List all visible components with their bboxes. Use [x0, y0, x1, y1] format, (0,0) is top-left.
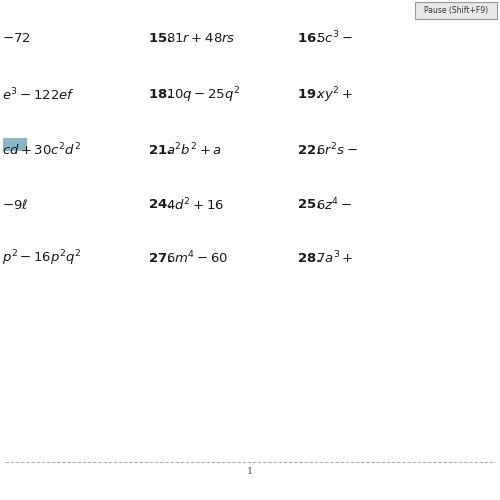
Text: $-72$: $-72$	[2, 32, 31, 44]
Text: $e^{3} - 122ef$: $e^{3} - 122ef$	[2, 86, 76, 104]
Text: $6z^{4} -$: $6z^{4} -$	[316, 196, 353, 214]
FancyBboxPatch shape	[415, 2, 497, 19]
Text: $\mathbf{15.}$: $\mathbf{15.}$	[148, 32, 172, 44]
Text: $xy^{2} +$: $xy^{2} +$	[316, 85, 354, 105]
Text: $-9\ell$: $-9\ell$	[2, 198, 29, 212]
Text: $a^{2}b^{2} + a$: $a^{2}b^{2} + a$	[166, 142, 222, 158]
Text: $6m^{4} - 60$: $6m^{4} - 60$	[166, 250, 229, 266]
Text: Pause (Shift+F9): Pause (Shift+F9)	[424, 6, 488, 15]
Text: $cd + 30c^{2}d^{2}$: $cd + 30c^{2}d^{2}$	[2, 142, 82, 158]
Text: $\mathbf{16.}$: $\mathbf{16.}$	[298, 32, 322, 44]
Text: $\mathbf{24.}$: $\mathbf{24.}$	[148, 198, 172, 211]
Text: $10q - 25q^{2}$: $10q - 25q^{2}$	[166, 85, 241, 105]
Text: $6r^{2}s -$: $6r^{2}s -$	[316, 142, 358, 158]
Text: 1: 1	[247, 468, 253, 476]
Text: $\mathbf{18.}$: $\mathbf{18.}$	[148, 88, 172, 102]
FancyBboxPatch shape	[2, 138, 26, 151]
Text: $7a^{3} +$: $7a^{3} +$	[316, 250, 354, 266]
Text: $\mathbf{19.}$: $\mathbf{19.}$	[298, 88, 322, 102]
Text: $\mathbf{25.}$: $\mathbf{25.}$	[298, 198, 322, 211]
Text: $\mathbf{21.}$: $\mathbf{21.}$	[148, 144, 172, 156]
Text: $\mathbf{22.}$: $\mathbf{22.}$	[298, 144, 322, 156]
Text: $5c^{3} -$: $5c^{3} -$	[316, 30, 354, 46]
Text: $p^{2} - 16p^{2}q^{2}$: $p^{2} - 16p^{2}q^{2}$	[2, 248, 82, 268]
Text: $\mathbf{27.}$: $\mathbf{27.}$	[148, 252, 172, 264]
Text: $4d^{2} + 16$: $4d^{2} + 16$	[166, 196, 225, 214]
Text: $81r + 48rs$: $81r + 48rs$	[166, 32, 236, 44]
Text: $\mathbf{28.}$: $\mathbf{28.}$	[298, 252, 322, 264]
